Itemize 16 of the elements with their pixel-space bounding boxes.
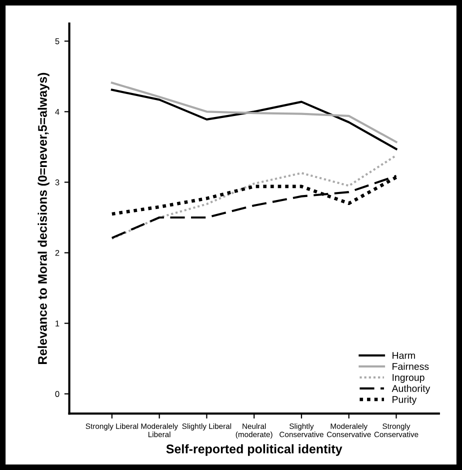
legend-label: Fairness <box>392 362 429 370</box>
x-axis-title: Self-reported political identity <box>166 444 342 456</box>
y-tick-label: 2 <box>55 250 60 256</box>
y-tick-label: 3 <box>55 179 60 186</box>
y-axis-title: Relevance to Moral decisions (0=never,5=always) <box>38 72 50 364</box>
y-tick-label: 5 <box>55 38 60 44</box>
line-series <box>110 88 398 150</box>
legend-label: Purity <box>392 396 417 405</box>
y-tick-label: 1 <box>56 320 60 326</box>
y-tick-label: 0 <box>55 391 60 397</box>
legend-label: Ingroup <box>392 374 424 383</box>
y-tick-label: 4 <box>55 108 60 115</box>
line-series <box>110 154 398 240</box>
legend-label: Harm <box>392 352 415 359</box>
legend-label: Authority <box>392 384 430 394</box>
line-series <box>110 82 398 144</box>
